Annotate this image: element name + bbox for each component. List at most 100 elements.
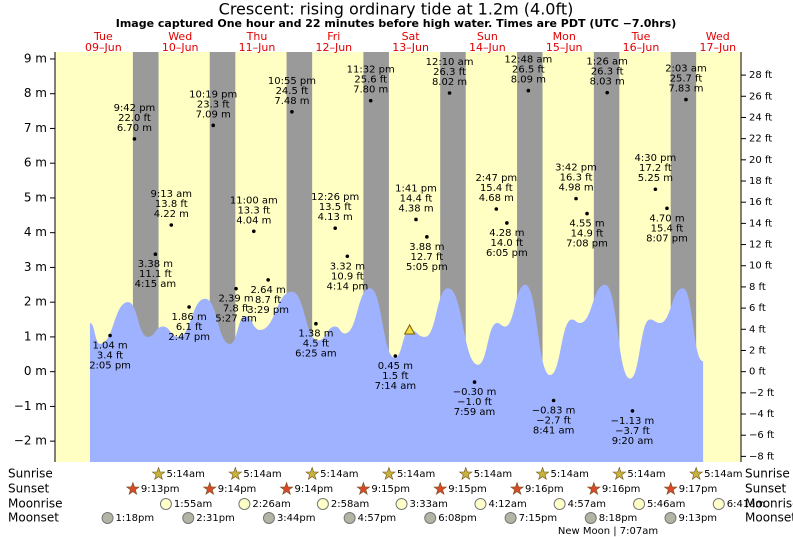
y-tick-label: −2 m xyxy=(14,434,47,448)
extreme-height: 4.70 m xyxy=(649,213,684,224)
sunset-time: 9:13pm xyxy=(141,484,180,495)
extreme-height: 2.64 m xyxy=(251,285,286,296)
extreme-height: 7.09 m xyxy=(196,109,231,120)
moonrise-time: 2:26am xyxy=(252,499,290,510)
sunrise-icon xyxy=(689,466,704,480)
extreme-dot xyxy=(494,207,499,211)
y-tick-label: 3 m xyxy=(24,260,47,274)
extreme-time: 9:13 am xyxy=(151,189,193,200)
extreme-height: 8.09 m xyxy=(511,75,546,86)
extreme-dot xyxy=(472,380,477,384)
moonset-time: 1:18pm xyxy=(116,513,155,524)
row-label: Moonset xyxy=(745,511,793,525)
sunrise-icon xyxy=(535,466,550,480)
extreme-ft: 4.5 ft xyxy=(303,339,329,350)
extreme-dot xyxy=(393,354,398,358)
extreme-dot xyxy=(211,123,216,128)
day-date: 10–Jun xyxy=(162,41,199,54)
sunrise-time: 5:14am xyxy=(243,469,281,480)
current-tide-marker xyxy=(403,323,416,335)
extreme-dot xyxy=(551,398,556,403)
extreme-dot xyxy=(187,305,191,309)
sunset-icon xyxy=(510,481,525,495)
sunrise-time: 5:14am xyxy=(474,469,512,480)
extreme-ft: 7.8 ft xyxy=(223,304,249,315)
day-name: Wed xyxy=(168,30,192,43)
y-tick-label: 9 m xyxy=(24,51,47,65)
extreme-dot xyxy=(314,321,318,326)
extreme-time: 9:42 pm xyxy=(114,103,156,114)
day-name: Thu xyxy=(246,30,268,43)
y-tick-label: 5 m xyxy=(24,190,47,204)
extreme-time: 8:41 am xyxy=(533,426,575,437)
moon-phase: New Moon | 7:07am xyxy=(558,526,658,537)
extreme-time: 2:03 am xyxy=(665,64,707,75)
extreme-height: 4.55 m xyxy=(569,219,604,230)
extreme-ft: 12.7 ft xyxy=(411,252,444,263)
moonset-icon xyxy=(504,512,517,524)
y2-tick-label: 2 ft xyxy=(749,345,766,356)
extreme-height: −0.30 m xyxy=(453,387,497,398)
extreme-ft: 26.5 ft xyxy=(512,65,545,76)
extreme-dot xyxy=(414,217,418,222)
extreme-height: 4.38 m xyxy=(398,203,433,214)
extreme-dot xyxy=(653,187,658,192)
extreme-ft: 25.6 ft xyxy=(354,75,387,86)
day-name: Wed xyxy=(706,30,730,43)
moonset-time: 4:57pm xyxy=(358,513,397,524)
y2-tick-label: 24 ft xyxy=(749,112,772,123)
day-name: Sat xyxy=(402,30,421,43)
extreme-time: 6:25 am xyxy=(295,349,337,360)
extreme-dot xyxy=(333,226,337,230)
extreme-dot xyxy=(153,252,158,257)
extreme-height: 8.03 m xyxy=(590,77,625,88)
extreme-time: 7:59 am xyxy=(454,407,496,418)
day-date: 09–Jun xyxy=(85,41,122,54)
extreme-dot xyxy=(630,409,635,413)
moonrise-time: 4:57am xyxy=(568,499,606,510)
extreme-height: 2.39 m xyxy=(218,294,253,305)
sunrise-icon xyxy=(381,466,396,480)
day-date: 13–Jun xyxy=(392,41,429,54)
extreme-height: 4.13 m xyxy=(318,212,353,223)
sunrise-time: 5:14am xyxy=(320,469,358,480)
extreme-height: 4.28 m xyxy=(489,228,524,239)
moonset-icon xyxy=(424,512,437,524)
extreme-height: 7.48 m xyxy=(274,96,309,107)
y2-tick-label: 14 ft xyxy=(749,218,772,229)
moonrise-time: 6:41am xyxy=(727,499,765,510)
moonset-time: 6:08pm xyxy=(438,513,477,524)
day-date: 12–Jun xyxy=(315,41,352,54)
extreme-time: 12:26 pm xyxy=(311,192,359,203)
extreme-dot xyxy=(505,221,509,225)
sunset-time: 9:16pm xyxy=(602,484,641,495)
extreme-ft: 14.4 ft xyxy=(400,193,433,204)
y2-tick-label: −4 ft xyxy=(749,409,774,420)
extreme-height: 1.04 m xyxy=(92,341,127,352)
sunrise-icon xyxy=(458,466,473,480)
sunset-time: 9:16pm xyxy=(525,484,564,495)
moonrise-icon xyxy=(712,498,725,510)
extreme-time: 4:15 am xyxy=(135,279,177,290)
extreme-ft: 3.4 ft xyxy=(97,351,123,362)
moonset-icon xyxy=(584,512,597,524)
extreme-height: 1.86 m xyxy=(172,312,207,323)
day-name: Mon xyxy=(553,30,576,43)
sunrise-icon xyxy=(305,466,320,480)
moonset-icon xyxy=(262,512,275,524)
extreme-ft: 16.3 ft xyxy=(560,173,593,184)
extreme-ft: 14.0 ft xyxy=(491,238,524,249)
extreme-time: 1:26 am xyxy=(586,57,628,68)
extreme-height: 7.83 m xyxy=(668,84,703,95)
y2-tick-label: 12 ft xyxy=(749,240,772,251)
y-tick-label: −1 m xyxy=(14,399,47,413)
moonrise-time: 3:33am xyxy=(410,499,448,510)
y2-tick-label: 8 ft xyxy=(749,282,766,293)
y2-tick-label: 10 ft xyxy=(749,261,772,272)
moonset-time: 2:31pm xyxy=(196,513,235,524)
extreme-height: 3.38 m xyxy=(138,259,173,270)
y2-tick-label: 22 ft xyxy=(749,134,772,145)
extreme-ft: 1.5 ft xyxy=(382,371,408,382)
sunrise-time: 5:14am xyxy=(704,469,742,480)
